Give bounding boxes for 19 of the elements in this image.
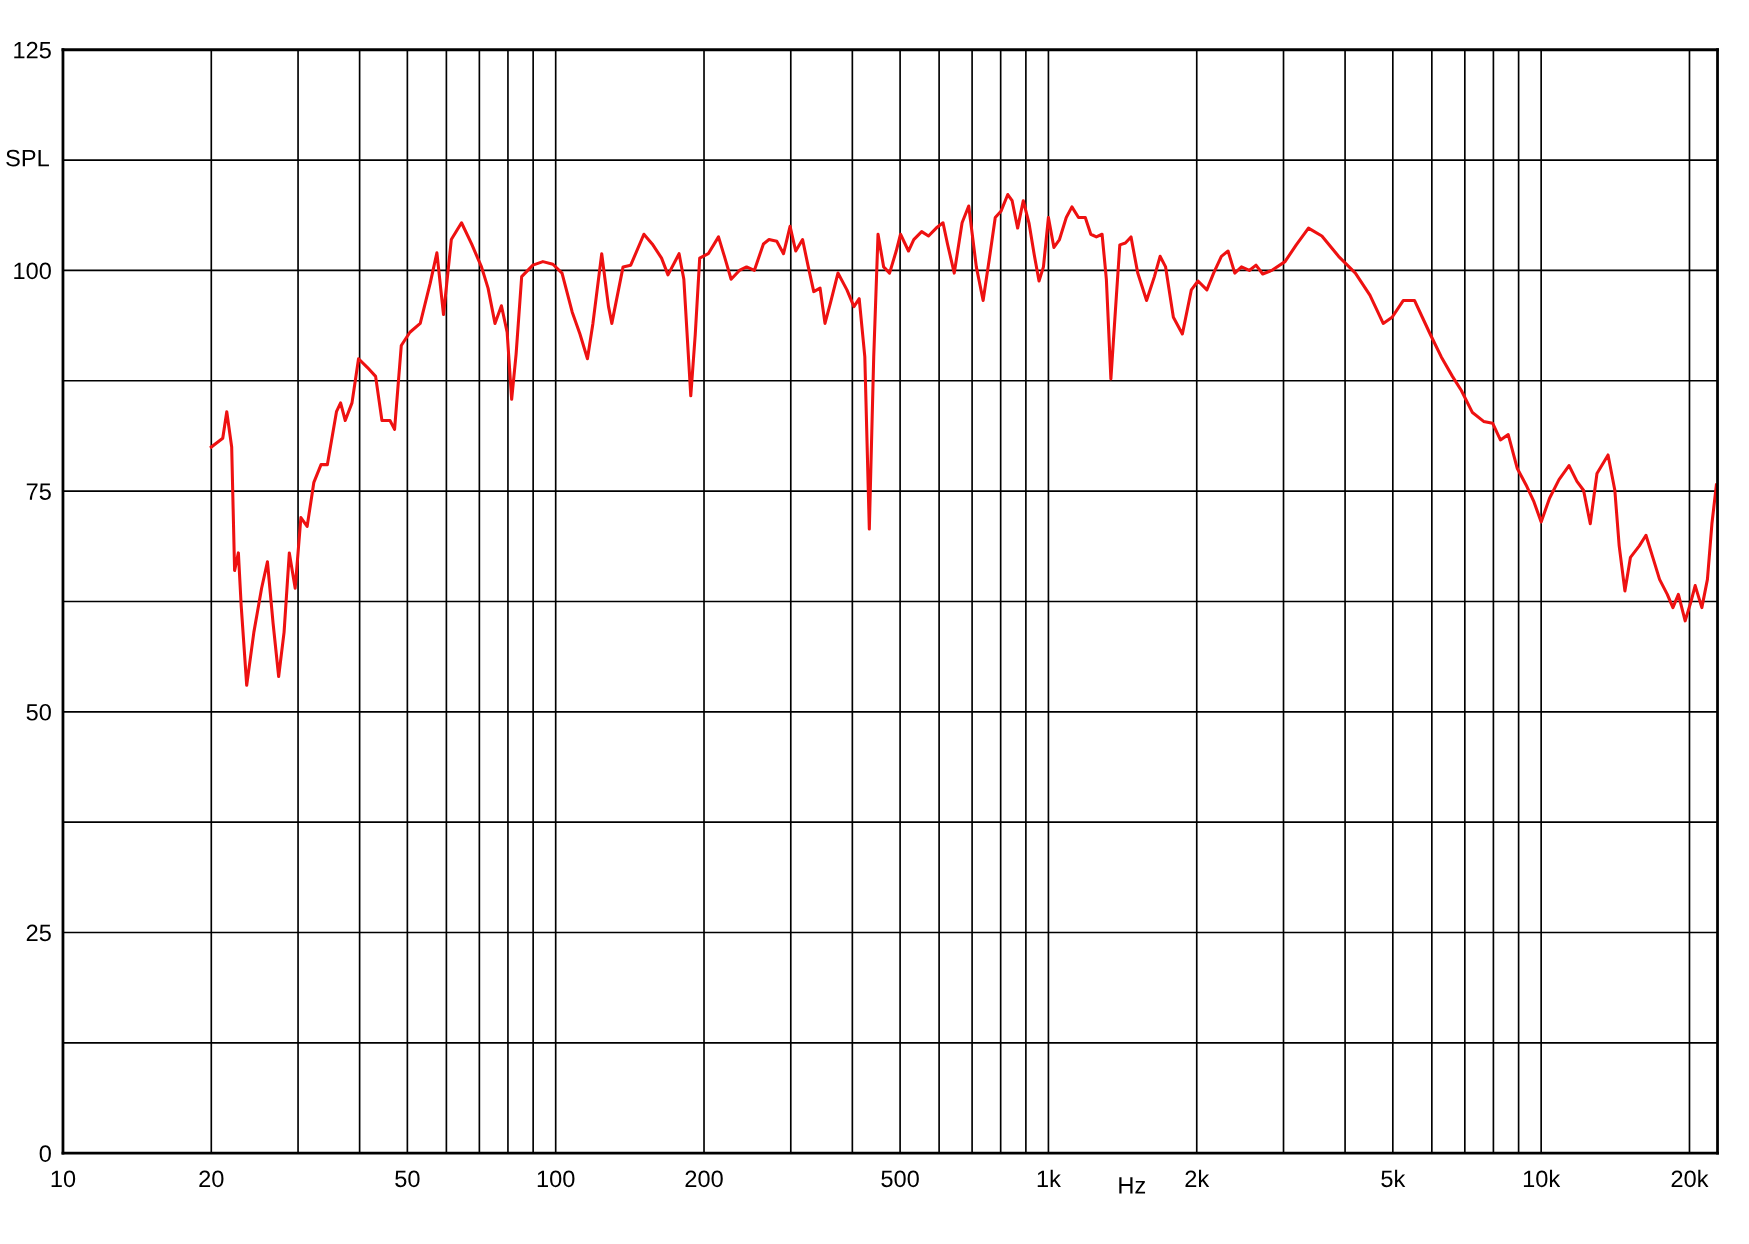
x-tick-label: 20 (199, 1170, 224, 1188)
x-tick-label: 2k (1185, 1169, 1210, 1187)
x-tick-label: 20k (1671, 1169, 1709, 1188)
y-tick-label: 100 (14, 262, 51, 280)
x-tick-label: 10k (1523, 1169, 1561, 1188)
y-tick-label: 125 (14, 41, 51, 59)
x-tick-label: 5k (1381, 1169, 1406, 1188)
x-tick-label: 100 (537, 1170, 575, 1188)
y-tick-label: 0 (39, 1145, 51, 1162)
x-tick-label: 50 (395, 1170, 420, 1188)
x-axis-title: Hz (1119, 1177, 1146, 1194)
x-tick-label: 10 (51, 1170, 76, 1188)
y-axis-title: SPL (6, 149, 49, 167)
x-tick-label: 500 (881, 1170, 919, 1188)
y-tick-label: 75 (26, 483, 51, 500)
y-tick-label: 50 (26, 703, 51, 721)
x-tick-label: 1k (1037, 1169, 1061, 1187)
y-tick-label: 25 (26, 924, 51, 942)
x-tick-label: 200 (685, 1170, 723, 1188)
